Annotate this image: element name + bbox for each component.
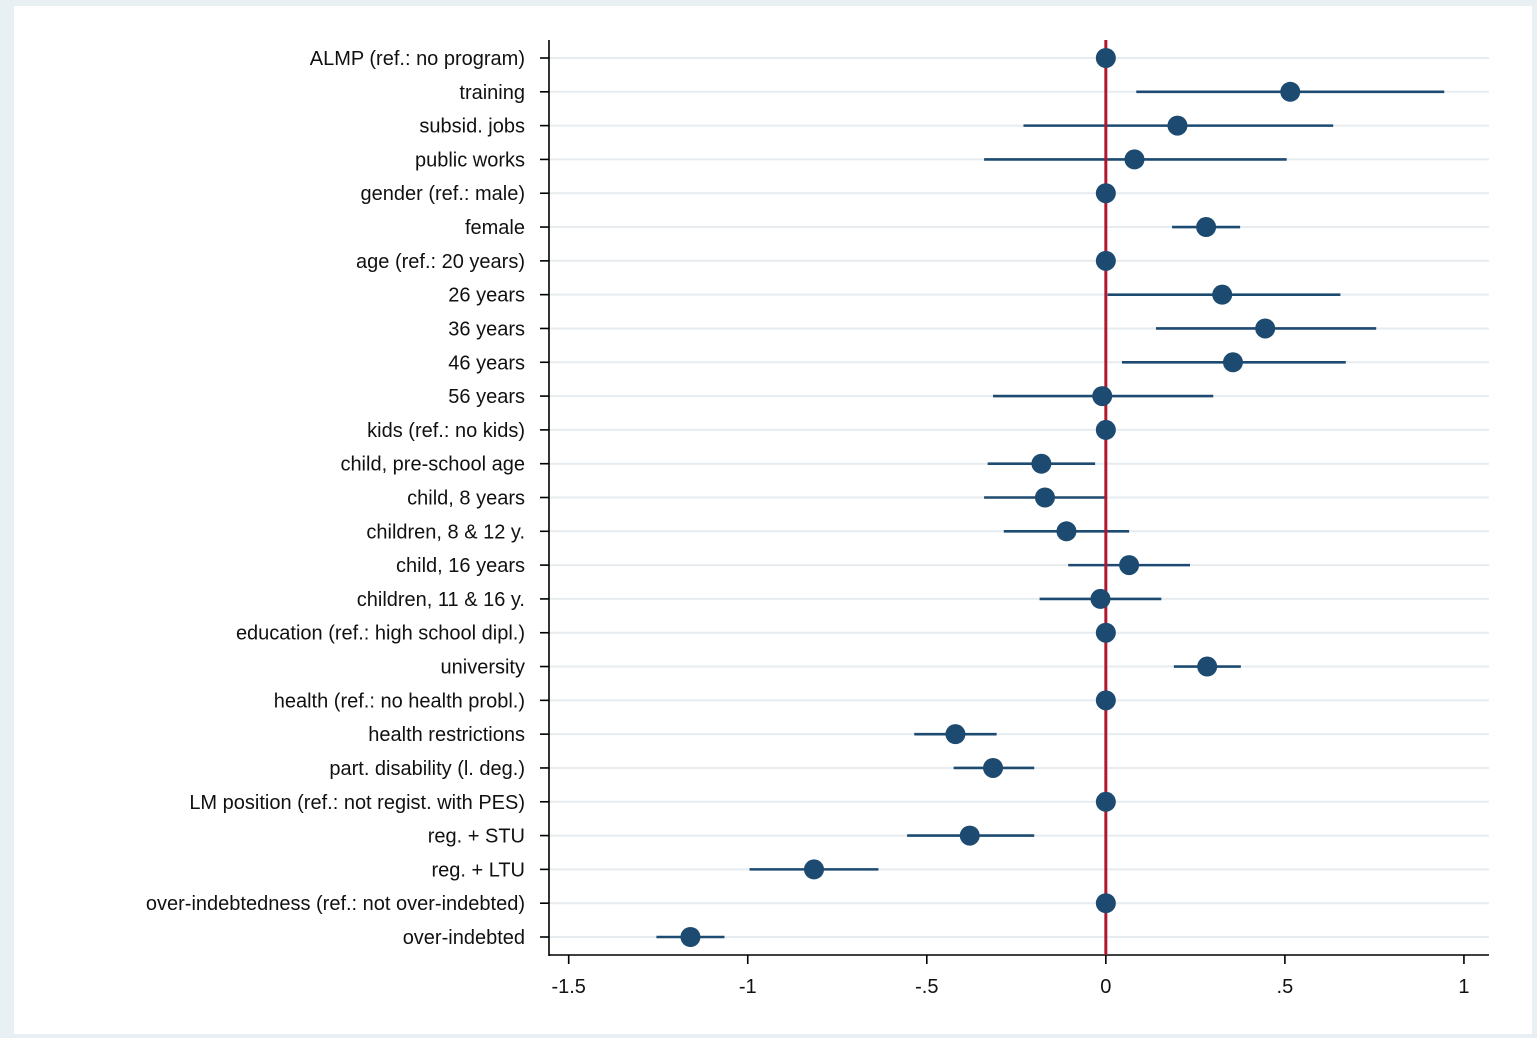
category-label: child, 8 years <box>407 488 525 510</box>
category-label: public works <box>415 149 525 171</box>
x-tick-label: .5 <box>1277 976 1294 998</box>
estimate-marker-0 <box>1095 48 1116 68</box>
estimate-marker-23 <box>959 825 980 846</box>
x-tick-labels: -1.5 -1 -.5 0 .5 1 <box>551 976 1469 998</box>
estimate-marker-2 <box>1167 115 1188 136</box>
category-label: university <box>441 657 525 679</box>
category-label: education (ref.: high school dipl.) <box>236 623 525 645</box>
x-tick-label: -1.5 <box>551 976 585 998</box>
estimate-marker-10 <box>1092 386 1113 407</box>
estimate-marker-24 <box>803 859 824 880</box>
category-label: part. disability (l. deg.) <box>329 758 525 780</box>
category-label: ALMP (ref.: no program) <box>310 48 525 70</box>
category-label: gender (ref.: male) <box>360 183 525 205</box>
category-label: kids (ref.: no kids) <box>367 420 525 442</box>
category-label: over-indebtedness (ref.: not over-indebt… <box>146 893 525 915</box>
x-tick-label: 1 <box>1458 976 1469 998</box>
category-label: reg. + STU <box>428 826 525 848</box>
estimate-marker-15 <box>1119 555 1140 576</box>
estimate-marker-13 <box>1034 487 1055 508</box>
category-label: training <box>459 82 525 104</box>
category-label: children, 11 & 16 y. <box>357 589 525 611</box>
category-labels: ALMP (ref.: no program) training subsid. j… <box>146 48 525 949</box>
category-label: 56 years <box>448 386 525 408</box>
estimate-marker-3 <box>1124 149 1145 170</box>
estimate-marker-6 <box>1095 250 1116 271</box>
category-label: health (ref.: no health probl.) <box>274 690 525 712</box>
category-label: age (ref.: 20 years) <box>356 251 525 273</box>
x-tick-label: 0 <box>1100 976 1111 998</box>
estimate-marker-20 <box>945 724 966 745</box>
category-label: child, pre-school age <box>340 454 525 476</box>
estimate-marker-1 <box>1280 81 1301 102</box>
estimate-marker-5 <box>1196 217 1217 238</box>
estimate-marker-25 <box>1095 893 1116 914</box>
category-label: children, 8 & 12 y. <box>366 521 525 543</box>
category-label: LM position (ref.: not regist. with PES) <box>189 792 525 814</box>
category-label: female <box>465 217 525 239</box>
category-label: child, 16 years <box>396 555 525 577</box>
estimate-marker-26 <box>680 927 701 947</box>
category-label: 36 years <box>448 318 525 340</box>
category-label: reg. + LTU <box>431 859 525 881</box>
category-label: 46 years <box>448 352 525 374</box>
estimate-marker-7 <box>1212 284 1233 305</box>
estimate-marker-22 <box>1095 791 1116 812</box>
estimate-marker-21 <box>983 757 1004 778</box>
category-label: 26 years <box>448 285 525 307</box>
axes <box>540 40 1489 964</box>
category-label: over-indebted <box>403 927 525 949</box>
estimate-marker-18 <box>1197 656 1218 677</box>
estimate-marker-11 <box>1095 419 1116 440</box>
estimate-markers <box>680 48 1301 947</box>
category-label: health restrictions <box>368 724 525 746</box>
estimate-marker-9 <box>1222 352 1243 373</box>
x-tick-label: -.5 <box>915 976 938 998</box>
x-tick-label: -1 <box>739 976 757 998</box>
estimate-marker-4 <box>1095 183 1116 204</box>
estimate-marker-17 <box>1095 622 1116 643</box>
estimate-marker-19 <box>1095 690 1116 711</box>
estimate-marker-12 <box>1031 453 1052 474</box>
estimate-marker-14 <box>1056 521 1077 542</box>
estimate-marker-8 <box>1255 318 1276 339</box>
category-label: subsid. jobs <box>419 116 525 138</box>
estimate-marker-16 <box>1090 588 1111 609</box>
plot-area <box>14 6 1532 1034</box>
